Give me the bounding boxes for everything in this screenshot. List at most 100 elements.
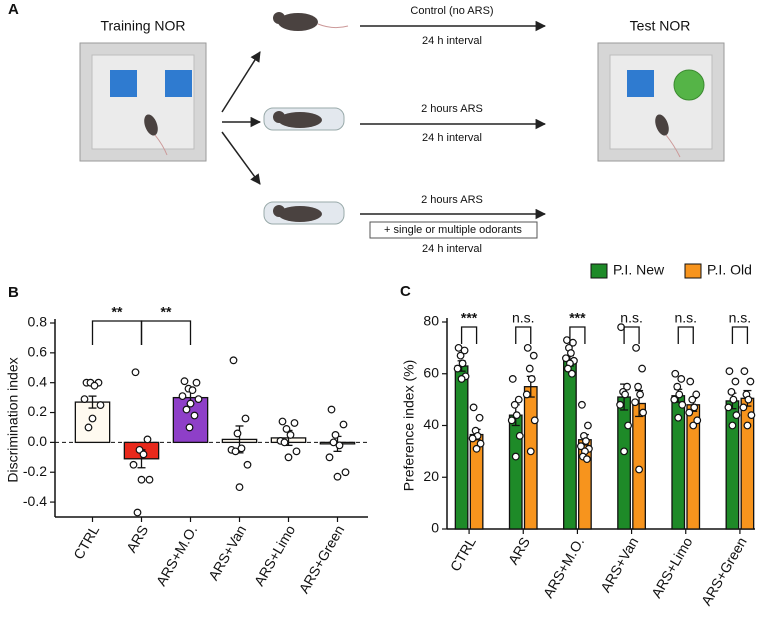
data-point	[530, 416, 539, 425]
data-point	[725, 367, 734, 376]
significance-label: ***	[569, 310, 586, 326]
data-point	[623, 382, 631, 391]
x-tick-label: ARS+Green	[296, 522, 348, 596]
data-point	[469, 403, 478, 412]
data-point	[689, 421, 698, 430]
data-point	[529, 351, 538, 360]
data-point	[562, 354, 570, 363]
data-point	[235, 483, 244, 492]
legend-swatch	[684, 263, 702, 279]
y-tick-label: 0.8	[28, 314, 48, 330]
data-point	[567, 349, 575, 357]
data-point	[188, 386, 197, 395]
bar	[523, 386, 538, 530]
significance-label: n.s.	[674, 310, 697, 326]
odorants: + single or multiple odorants	[384, 224, 522, 236]
data-point	[577, 442, 585, 451]
data-point	[129, 460, 138, 469]
data-point	[331, 431, 340, 439]
data-point	[139, 450, 148, 459]
data-point	[292, 447, 301, 456]
y-axis-title: Discrimination index	[5, 357, 21, 482]
data-point	[233, 429, 242, 438]
x-tick-label: ARS+Van	[205, 522, 249, 583]
bar	[725, 400, 740, 530]
legend-label: P.I. New	[613, 262, 665, 278]
data-point	[632, 343, 640, 352]
data-point	[744, 395, 753, 404]
data-point	[507, 416, 516, 425]
mouse	[655, 114, 681, 158]
data-point	[685, 408, 694, 417]
object	[110, 70, 137, 97]
data-point	[511, 452, 520, 461]
data-point	[564, 364, 572, 373]
significance-label: **	[112, 304, 123, 320]
data-point	[510, 400, 519, 409]
panel-a: A Training NOR Test NOR Control (no ARS)…	[8, 1, 725, 255]
data-point	[80, 395, 89, 404]
x-tick-label: CTRL	[70, 522, 102, 562]
significance-label: n.s.	[512, 310, 535, 326]
data-point	[185, 423, 194, 432]
data-point	[671, 369, 680, 378]
x-tick-label: ARS+Van	[597, 534, 641, 595]
data-point	[84, 423, 93, 432]
y-tick-label: 40	[423, 416, 439, 432]
data-point	[740, 367, 749, 376]
data-point	[131, 368, 140, 377]
data-point	[508, 375, 517, 383]
significance-bracket	[460, 326, 478, 344]
y-tick-label: 0	[431, 520, 439, 536]
interval: 24 h interval	[422, 132, 482, 144]
restrained-mouse	[263, 107, 345, 131]
data-point	[692, 390, 701, 399]
data-point	[739, 403, 748, 412]
data-point	[476, 439, 485, 448]
data-point	[186, 399, 195, 408]
legend-swatch	[590, 263, 608, 279]
significance-bracket	[569, 326, 586, 344]
data-point	[527, 375, 536, 383]
data-point	[512, 411, 521, 420]
significance-bracket	[731, 326, 749, 344]
y-tick-label: 0.2	[28, 403, 48, 419]
x-tick-label: ARS+M.O.	[540, 534, 588, 600]
y-tick-label: 0.0	[28, 433, 48, 449]
y-tick-label: 20	[423, 468, 439, 484]
odorant-box	[369, 221, 538, 239]
data-point	[673, 382, 682, 391]
condition: 2 hours ARS	[421, 103, 483, 115]
y-tick-label: -0.4	[23, 493, 47, 509]
data-point	[284, 453, 293, 462]
data-point	[341, 468, 350, 477]
data-point	[194, 395, 203, 404]
data-point	[231, 447, 240, 456]
data-point	[675, 390, 684, 399]
data-point	[472, 444, 481, 453]
significance-label: ***	[461, 310, 478, 326]
data-point	[282, 425, 291, 433]
data-point	[145, 475, 154, 484]
data-point	[515, 431, 524, 440]
significance-bracket	[677, 326, 694, 344]
data-point	[468, 434, 477, 443]
data-point	[747, 411, 756, 420]
data-point	[237, 444, 246, 453]
data-point	[286, 431, 295, 439]
condition: Control (no ARS)	[410, 5, 493, 17]
data-point	[290, 419, 299, 427]
data-point	[329, 438, 338, 447]
y-tick-label: -0.2	[23, 463, 47, 479]
significance-bracket	[515, 326, 532, 344]
data-point	[453, 364, 462, 373]
data-point	[568, 369, 576, 378]
data-point	[190, 411, 199, 420]
data-point	[731, 377, 740, 386]
data-point	[457, 375, 466, 383]
data-point	[724, 403, 733, 412]
panel-label: C	[400, 283, 411, 300]
data-point	[578, 400, 586, 409]
data-point	[523, 343, 532, 352]
